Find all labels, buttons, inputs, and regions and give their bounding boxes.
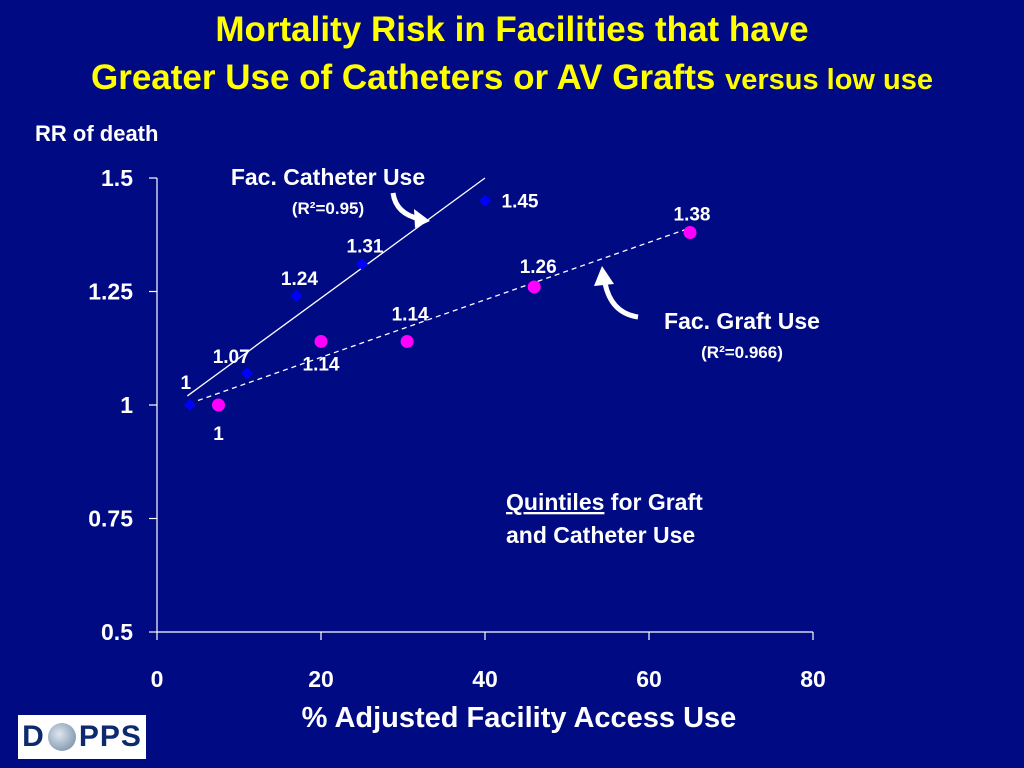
y-tick-label: 0.5 bbox=[101, 619, 133, 645]
graft-data-label: 1.14 bbox=[303, 354, 340, 375]
graft-data-label: 1.26 bbox=[520, 257, 557, 278]
trendlines bbox=[186, 177, 691, 402]
graft-point bbox=[527, 280, 541, 294]
axes: 1.5 1.25 1 0.75 0.5 0 20 40 60 80 bbox=[88, 165, 826, 692]
quintiles-rest: for Graft bbox=[604, 489, 703, 515]
dopps-logo: D PPS bbox=[18, 715, 146, 759]
graft-arrowhead-icon bbox=[594, 266, 614, 286]
graft-r2-label: (R²=0.966) bbox=[701, 343, 783, 362]
catheter-point bbox=[183, 399, 196, 411]
title-main-text: Greater Use of Catheters or AV Grafts bbox=[90, 58, 716, 97]
graft-point bbox=[683, 225, 697, 239]
catheter-data-label: 1.31 bbox=[347, 236, 384, 257]
globe-icon bbox=[47, 723, 76, 751]
graft-series-label: Fac. Graft Use bbox=[664, 308, 820, 334]
graft-data-label: 1.38 bbox=[674, 204, 711, 225]
catheter-series-label: Fac. Catheter Use bbox=[231, 164, 425, 190]
catheter-point bbox=[241, 367, 254, 380]
graft-data-label: 1.14 bbox=[392, 304, 429, 325]
quintiles-note-line-1: Quintiles for Graft bbox=[506, 489, 703, 515]
title-suffix: versus low use bbox=[725, 64, 934, 96]
graft-point bbox=[212, 398, 225, 412]
catheter-data-label: 1.24 bbox=[281, 269, 318, 290]
graft-trendline bbox=[197, 227, 691, 402]
catheter-arrowhead-icon bbox=[414, 209, 430, 228]
catheter-data-label: 1 bbox=[181, 373, 192, 394]
data-points bbox=[183, 194, 697, 412]
graft-point bbox=[400, 334, 414, 348]
logo-text-left: D bbox=[22, 720, 45, 753]
x-tick-label: 80 bbox=[800, 666, 826, 692]
graft-arrow-icon bbox=[602, 282, 639, 320]
catheter-r2-label: (R²=0.95) bbox=[292, 199, 364, 218]
catheter-data-label: 1.45 bbox=[502, 192, 539, 213]
x-tick-label: 0 bbox=[151, 666, 164, 692]
y-tick-label: 1.5 bbox=[101, 165, 133, 191]
quintiles-underlined: Quintiles bbox=[506, 489, 604, 515]
catheter-trendline bbox=[186, 177, 486, 397]
slide-title-line-2: Greater Use of Catheters or AV Grafts ve… bbox=[0, 58, 1024, 98]
catheter-point bbox=[479, 194, 491, 207]
x-tick-label: 20 bbox=[308, 666, 334, 692]
quintiles-note-line-2: and Catheter Use bbox=[506, 522, 695, 548]
graft-data-label: 1 bbox=[213, 424, 224, 445]
y-axis-label: RR of death bbox=[35, 121, 158, 146]
slide-title-line-1: Mortality Risk in Facilities that have bbox=[215, 10, 809, 49]
catheter-data-label: 1.07 bbox=[213, 347, 250, 368]
y-tick-label: 1 bbox=[120, 392, 133, 418]
x-tick-label: 40 bbox=[472, 666, 498, 692]
x-tick-label: 60 bbox=[636, 666, 662, 692]
data-labels: 1 1.07 1.24 1.31 1.45 1 1.14 1.14 1.26 1.38 bbox=[181, 192, 711, 445]
catheter-point bbox=[356, 258, 368, 271]
y-tick-label: 1.25 bbox=[88, 279, 133, 305]
x-axis-label: % Adjusted Facility Access Use bbox=[302, 702, 737, 734]
graft-point bbox=[314, 334, 328, 348]
logo-text-right: PPS bbox=[78, 720, 142, 753]
y-tick-label: 0.75 bbox=[88, 506, 133, 532]
catheter-point bbox=[290, 290, 303, 303]
